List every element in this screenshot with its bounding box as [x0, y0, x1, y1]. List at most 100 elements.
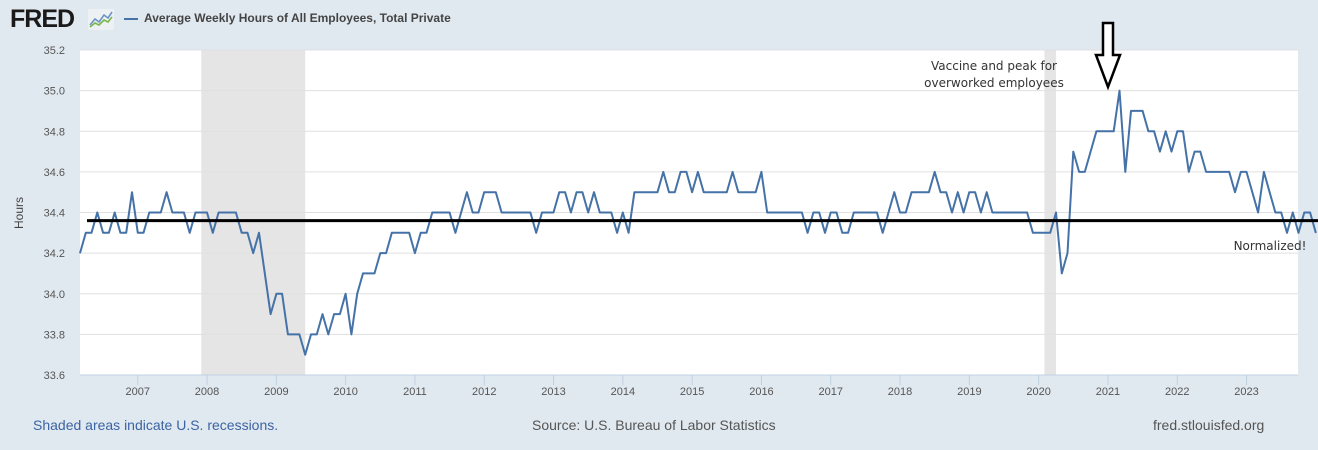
data-point — [408, 232, 410, 234]
data-point — [460, 212, 462, 213]
data-point — [310, 333, 312, 335]
data-point — [91, 232, 92, 234]
site-link[interactable]: fred.stlouisfed.org — [1153, 417, 1265, 433]
data-point — [1240, 171, 1242, 173]
data-point — [824, 232, 826, 234]
data-point — [293, 333, 295, 335]
data-point — [911, 191, 913, 193]
data-point — [143, 232, 144, 234]
data-point — [1147, 130, 1149, 132]
y-tick-label: 34.8 — [44, 126, 65, 138]
data-point — [102, 232, 104, 234]
data-point — [789, 212, 791, 213]
normalized-annotation: Normalized! — [1234, 239, 1307, 253]
data-point — [1038, 232, 1040, 234]
data-point — [616, 232, 618, 234]
data-point — [957, 191, 959, 193]
data-point — [766, 212, 768, 213]
data-point — [691, 191, 693, 193]
data-point — [1182, 130, 1184, 132]
data-point — [558, 191, 560, 193]
data-point — [651, 191, 653, 193]
data-point — [1165, 130, 1167, 132]
data-point — [870, 212, 872, 213]
data-point — [1280, 212, 1282, 213]
data-point — [426, 232, 427, 234]
data-point — [610, 212, 612, 213]
data-point — [1061, 272, 1063, 274]
data-point — [928, 191, 930, 193]
data-point — [633, 191, 635, 193]
data-point — [466, 191, 468, 193]
data-point — [495, 191, 497, 193]
x-tick-label: 2016 — [749, 386, 773, 398]
data-point — [1188, 171, 1190, 173]
x-tick-label: 2020 — [1026, 386, 1050, 398]
data-point — [96, 212, 98, 213]
data-point — [662, 171, 664, 173]
data-point — [1246, 171, 1247, 173]
data-point — [275, 293, 277, 295]
data-point — [148, 212, 150, 213]
data-point — [1298, 232, 1299, 234]
data-point — [1315, 232, 1317, 234]
data-point — [818, 212, 820, 213]
source-note: Source: U.S. Bureau of Labor Statistics — [532, 417, 776, 433]
data-point — [327, 333, 329, 335]
data-point — [639, 191, 641, 193]
data-point — [397, 232, 399, 234]
data-point — [368, 272, 370, 274]
data-point — [235, 212, 237, 213]
y-tick-label: 34.4 — [44, 208, 65, 220]
x-tick-label: 2008 — [195, 386, 219, 398]
data-point — [830, 212, 832, 213]
data-point — [864, 212, 866, 213]
data-point — [177, 212, 179, 213]
data-point — [847, 232, 849, 234]
data-point — [298, 333, 300, 335]
data-point — [1078, 171, 1080, 173]
data-point — [1124, 171, 1126, 173]
data-point — [720, 191, 722, 193]
data-point — [812, 212, 814, 213]
data-point — [183, 212, 185, 213]
data-point — [339, 313, 341, 315]
data-point — [737, 191, 739, 193]
data-point — [454, 232, 456, 234]
data-point — [85, 232, 87, 234]
legend-label[interactable]: Average Weekly Hours of All Employees, T… — [144, 11, 451, 25]
data-point — [345, 293, 347, 295]
data-point — [997, 212, 999, 213]
vaccine-annotation-line2: overworked employees — [924, 76, 1064, 90]
x-tick-label: 2023 — [1234, 386, 1258, 398]
x-tick-label: 2022 — [1165, 386, 1189, 398]
data-point — [1159, 151, 1161, 153]
data-point — [241, 232, 243, 234]
data-point — [605, 212, 606, 213]
data-point — [951, 212, 953, 213]
data-point — [772, 212, 774, 213]
y-tick-label: 34.0 — [44, 289, 65, 301]
down-arrow-icon — [1094, 21, 1122, 91]
data-point — [1194, 151, 1196, 153]
data-point — [743, 191, 745, 193]
data-point — [674, 191, 676, 193]
data-point — [1020, 212, 1022, 213]
data-point — [1026, 212, 1028, 213]
data-point — [125, 232, 127, 234]
y-tick-label: 34.2 — [44, 248, 65, 260]
x-tick-label: 2007 — [126, 386, 150, 398]
data-point — [189, 232, 191, 234]
data-point — [333, 313, 335, 315]
data-point — [570, 212, 572, 213]
data-point — [472, 212, 474, 213]
line-chart-icon — [88, 9, 114, 30]
x-tick-label: 2021 — [1096, 386, 1120, 398]
fred-logo[interactable]: FRED — [10, 5, 75, 33]
y-tick-label: 33.8 — [44, 329, 65, 341]
data-point — [703, 191, 705, 193]
data-point — [443, 212, 445, 213]
x-tick-label: 2018 — [888, 386, 912, 398]
data-point — [402, 232, 404, 234]
data-point — [374, 272, 375, 274]
